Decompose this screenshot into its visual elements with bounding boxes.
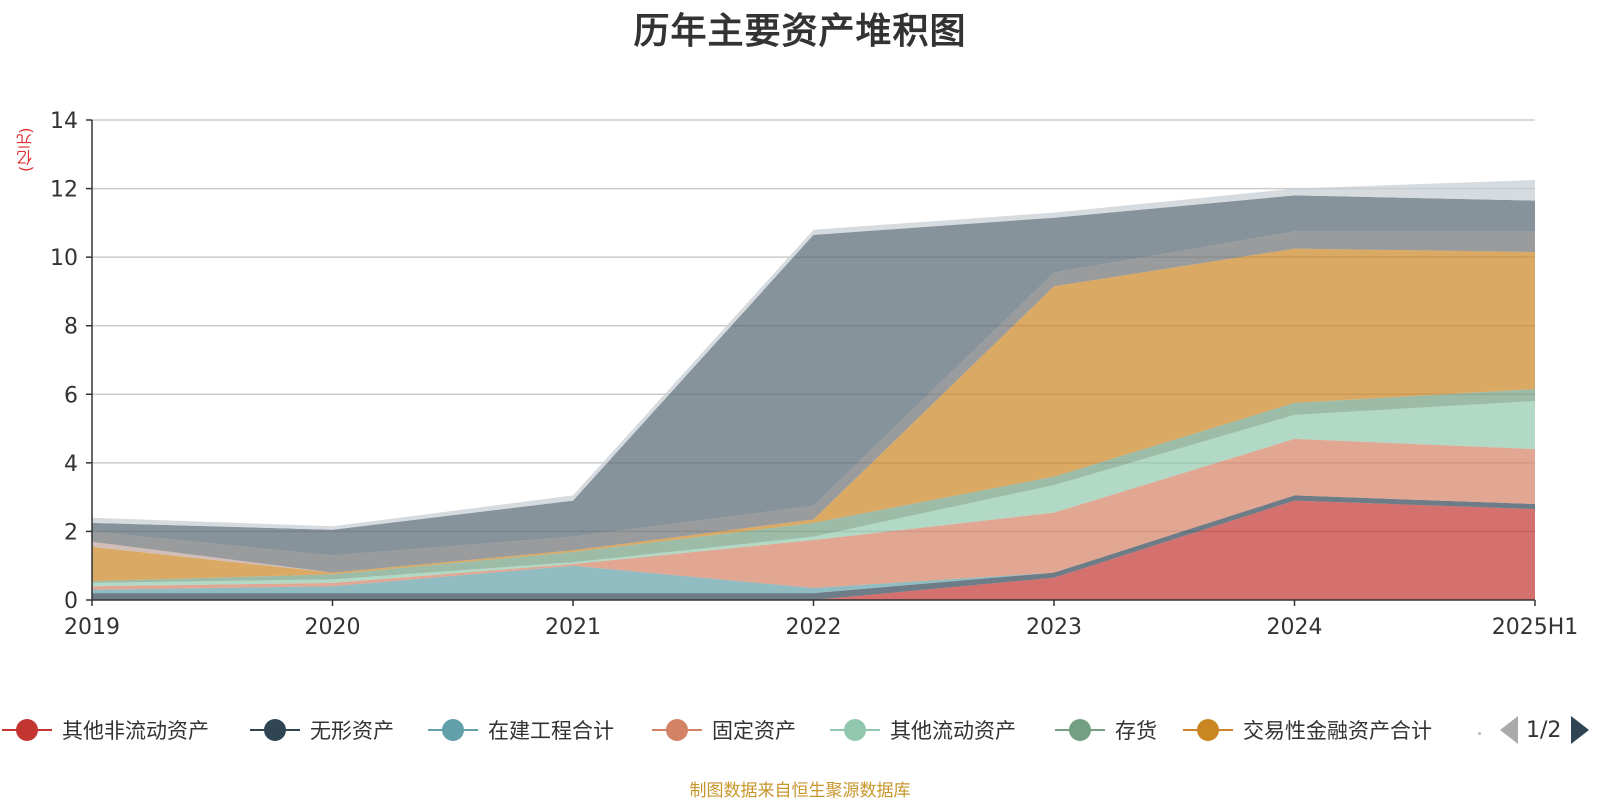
legend-item[interactable]: 固定资产 — [652, 713, 796, 747]
x-tick-label: 2023 — [1026, 615, 1082, 640]
legend-page-indicator: 1/2 — [1526, 717, 1562, 743]
y-tick-label: 6 — [64, 383, 78, 408]
axes: 0 2 4 6 8 10 12 14 2019 2020 2021 2022 2023 2024 2025H… — [50, 109, 1578, 640]
legend-swatch-icon — [1183, 716, 1233, 744]
legend: 其他非流动资产 无形资产 在建工程合计 固定资产 其他流动资产 存货 交易性金融资产合计 — [0, 713, 1600, 753]
legend-swatch-icon — [830, 716, 880, 744]
legend-pager: 1/2 — [1500, 712, 1590, 748]
legend-label: 固定资产 — [712, 719, 796, 743]
legend-swatch-icon — [652, 716, 702, 744]
legend-label: 其他非流动资产 — [62, 719, 209, 743]
area-series-5[interactable] — [92, 401, 1535, 587]
chart-title: 历年主要资产堆积图 — [633, 11, 967, 52]
legend-item[interactable]: 其他流动资产 — [830, 713, 1016, 747]
legend-swatch-icon — [250, 716, 300, 744]
legend-item[interactable]: 在建工程合计 — [428, 713, 614, 747]
legend-item[interactable]: 交易性金融资产合计 — [1183, 713, 1432, 747]
y-tick-label: 4 — [64, 452, 78, 477]
legend-overflow-dot — [1478, 732, 1481, 735]
x-tick-label: 2021 — [545, 615, 601, 640]
chart-canvas: 0 2 4 6 8 10 12 14 2019 2020 2021 2022 2023 2024 2025H… — [50, 109, 1578, 640]
y-tick-label: 2 — [64, 520, 78, 545]
prev-page-icon[interactable] — [1500, 716, 1518, 744]
source-note: 制图数据来自恒生聚源数据库 — [689, 781, 911, 801]
x-tick-label: 2024 — [1267, 615, 1323, 640]
legend-label: 无形资产 — [310, 719, 394, 743]
area-series-4[interactable] — [92, 438, 1535, 590]
legend-swatch-icon — [2, 716, 52, 744]
x-tick-label: 2022 — [786, 615, 842, 640]
legend-label: 在建工程合计 — [488, 719, 614, 743]
legend-swatch-icon — [1055, 716, 1105, 744]
x-tick-label: 2019 — [64, 615, 120, 640]
area-series-6[interactable] — [92, 389, 1535, 583]
x-tick-label: 2025H1 — [1492, 615, 1579, 640]
area-series-10[interactable] — [92, 195, 1535, 556]
x-tick-label: 2020 — [305, 615, 361, 640]
stacked-areas — [92, 180, 1535, 600]
area-series-1[interactable] — [92, 500, 1535, 600]
legend-item[interactable]: 存货 — [1055, 713, 1157, 747]
y-tick-label: 14 — [50, 109, 78, 134]
legend-swatch-icon — [428, 716, 478, 744]
next-page-icon[interactable] — [1571, 716, 1590, 744]
area-series-7[interactable] — [92, 248, 1535, 582]
y-tick-label: 0 — [64, 589, 78, 614]
legend-item[interactable]: 无形资产 — [250, 713, 394, 747]
legend-label: 交易性金融资产合计 — [1243, 719, 1432, 743]
y-tick-label: 8 — [64, 315, 78, 340]
y-tick-label: 10 — [50, 246, 78, 271]
legend-label: 存货 — [1115, 719, 1157, 743]
y-tick-label: 12 — [50, 178, 78, 203]
legend-item[interactable]: 其他非流动资产 — [2, 713, 209, 747]
legend-label: 其他流动资产 — [890, 719, 1016, 743]
